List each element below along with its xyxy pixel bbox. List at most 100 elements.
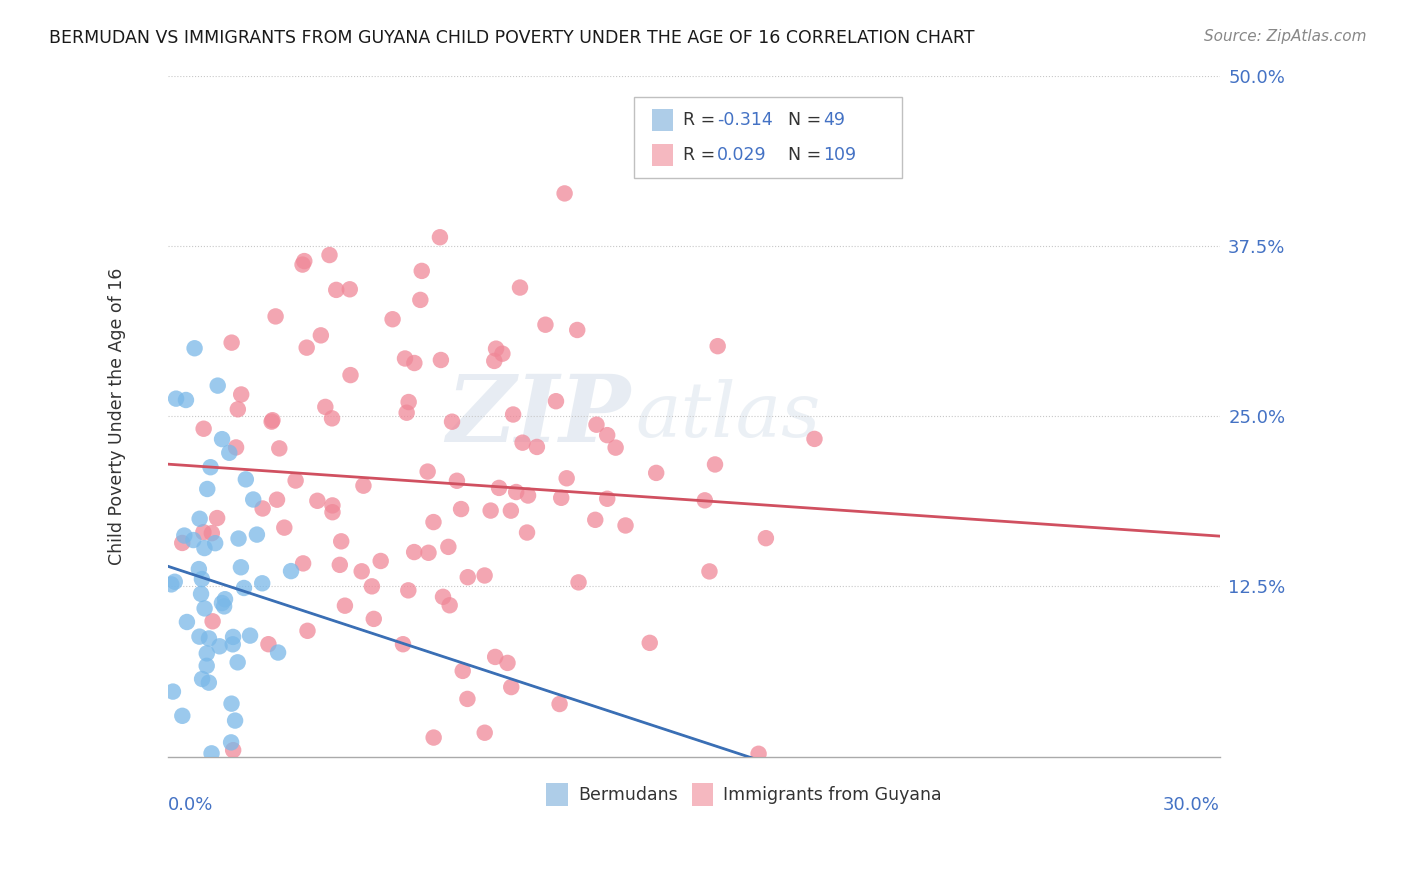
Point [292, 254, 315, 268]
Text: atlas: atlas [636, 379, 821, 453]
Bar [652, 144, 672, 166]
Point [395, 406, 418, 420]
Point [207, 378, 229, 392]
Point [501, 680, 523, 694]
Point [339, 368, 361, 383]
Point [499, 503, 522, 517]
Point [706, 339, 728, 353]
Point [396, 583, 419, 598]
Point [292, 557, 315, 571]
Text: -0.314: -0.314 [717, 112, 773, 129]
Point [193, 525, 215, 540]
Point [361, 579, 384, 593]
Point [222, 630, 245, 644]
Point [242, 492, 264, 507]
Text: 109: 109 [823, 146, 856, 164]
Point [479, 503, 502, 517]
Point [488, 481, 510, 495]
Point [264, 310, 287, 324]
Point [699, 565, 721, 579]
Point [318, 248, 340, 262]
Point [409, 293, 432, 307]
Point [284, 474, 307, 488]
Point [485, 342, 508, 356]
Point [280, 564, 302, 578]
Point [309, 328, 332, 343]
Point [548, 697, 571, 711]
Point [544, 394, 567, 409]
Point [704, 458, 727, 472]
Point [228, 532, 250, 546]
Point [194, 601, 217, 615]
Point [183, 341, 205, 355]
Point [394, 351, 416, 366]
Point [534, 318, 557, 332]
Point [205, 511, 228, 525]
Point [307, 493, 329, 508]
Point [456, 692, 478, 706]
Point [208, 640, 231, 654]
Point [583, 513, 606, 527]
Text: R =: R = [683, 112, 716, 129]
Point [526, 440, 548, 454]
Point [222, 637, 245, 651]
Point [190, 587, 212, 601]
Point [432, 590, 454, 604]
Point [165, 392, 187, 406]
Point [755, 531, 778, 545]
Point [429, 230, 451, 244]
Point [188, 630, 211, 644]
Point [218, 446, 240, 460]
Point [474, 725, 496, 739]
Point [260, 415, 283, 429]
Point [200, 747, 222, 761]
Point [411, 264, 433, 278]
Point [350, 564, 373, 578]
Point [187, 562, 209, 576]
Point [363, 612, 385, 626]
Text: Immigrants from Guyana: Immigrants from Guyana [723, 786, 942, 804]
Point [554, 186, 576, 201]
Point [226, 402, 249, 417]
Point [505, 485, 527, 500]
Text: 49: 49 [823, 112, 845, 129]
Point [321, 411, 343, 425]
Point [229, 560, 252, 574]
Point [193, 422, 215, 436]
Point [404, 545, 426, 559]
Point [567, 323, 589, 337]
Point [195, 658, 218, 673]
Point [235, 472, 257, 486]
Point [339, 282, 361, 296]
Point [211, 596, 233, 610]
Point [188, 512, 211, 526]
Point [352, 478, 374, 492]
Point [239, 629, 262, 643]
Point [516, 525, 538, 540]
Point [596, 491, 619, 506]
Point [638, 636, 661, 650]
Point [200, 460, 222, 475]
Point [214, 592, 236, 607]
Point [246, 527, 269, 541]
Point [484, 649, 506, 664]
Point [225, 441, 247, 455]
Point [430, 353, 453, 368]
Point [224, 714, 246, 728]
Bar [692, 783, 713, 805]
Text: N =: N = [789, 146, 821, 164]
Point [484, 354, 506, 368]
Text: 0.0%: 0.0% [167, 797, 214, 814]
Point [517, 489, 540, 503]
Point [333, 599, 356, 613]
Point [325, 283, 347, 297]
Text: 30.0%: 30.0% [1163, 797, 1220, 814]
Point [381, 312, 404, 326]
Point [803, 432, 825, 446]
Point [250, 576, 273, 591]
Bar [547, 783, 568, 805]
Text: R =: R = [683, 146, 716, 164]
Point [693, 493, 716, 508]
Text: ZIP: ZIP [446, 371, 631, 461]
Point [496, 656, 519, 670]
